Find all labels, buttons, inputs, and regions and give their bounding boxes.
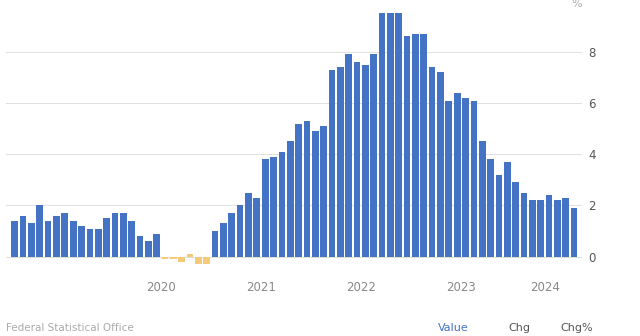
Bar [45,221,51,257]
Bar [571,208,577,257]
Bar [111,213,118,257]
Bar [170,257,177,259]
Text: %: % [572,0,582,9]
Bar [479,141,486,257]
Bar [312,131,319,257]
Bar [128,221,135,257]
Text: Chg: Chg [509,323,531,333]
Bar [470,100,477,257]
Bar [328,70,335,257]
Bar [420,34,427,257]
Bar [12,221,18,257]
Bar [546,195,552,257]
Bar [95,228,102,257]
Bar [145,241,152,257]
Bar [120,213,127,257]
Bar [538,200,544,257]
Bar [262,159,269,257]
Bar [287,141,294,257]
Bar [179,257,185,262]
Bar [454,93,461,257]
Bar [512,182,519,257]
Bar [28,223,35,257]
Bar [212,231,218,257]
Bar [379,1,385,257]
Bar [20,216,26,257]
Bar [228,213,235,257]
Bar [70,221,77,257]
Bar [396,1,402,257]
Bar [278,152,285,257]
Bar [387,0,394,257]
Bar [495,175,502,257]
Bar [78,226,85,257]
Text: Value: Value [438,323,469,333]
Bar [204,257,210,264]
Bar [371,54,377,257]
Bar [445,100,452,257]
Bar [162,257,168,259]
Bar [61,213,68,257]
Bar [295,124,302,257]
Bar [303,121,310,257]
Bar [320,126,327,257]
Bar [504,162,511,257]
Bar [462,98,469,257]
Text: Federal Statistical Office: Federal Statistical Office [6,323,134,333]
Bar [36,206,43,257]
Bar [520,193,527,257]
Bar [437,72,444,257]
Bar [136,236,143,257]
Text: Chg%: Chg% [560,323,593,333]
Bar [346,54,352,257]
Bar [103,218,110,257]
Bar [362,65,369,257]
Bar [53,216,60,257]
Bar [253,198,260,257]
Bar [412,34,419,257]
Bar [187,254,193,257]
Bar [429,67,435,257]
Bar [237,206,243,257]
Bar [86,228,93,257]
Bar [354,62,360,257]
Bar [337,67,344,257]
Bar [195,257,202,264]
Bar [554,200,561,257]
Bar [154,234,160,257]
Bar [245,193,252,257]
Bar [270,157,277,257]
Bar [563,198,569,257]
Bar [529,200,536,257]
Bar [220,223,227,257]
Bar [487,159,494,257]
Bar [404,37,410,257]
